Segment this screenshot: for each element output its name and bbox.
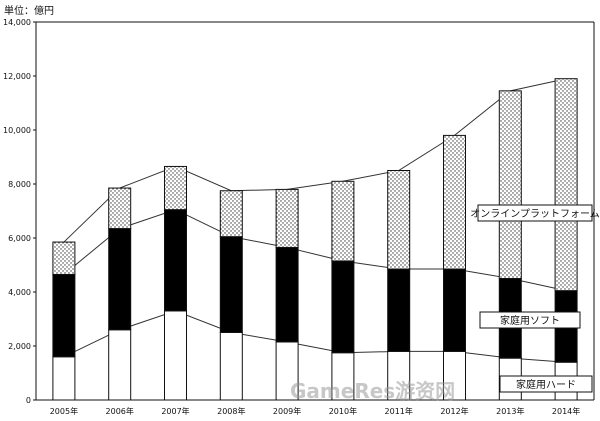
x-tick-label: 2007年	[161, 406, 189, 416]
bar-software	[52, 273, 76, 358]
watermark: GameRes游资网	[290, 379, 455, 403]
legend-label-bar-hardware: 家庭用ハード	[516, 378, 576, 391]
bar-software	[331, 260, 355, 354]
connector-bar-software	[63, 209, 567, 292]
unit-label: 単位：億円	[4, 6, 54, 17]
bar-hardware	[219, 332, 243, 401]
bar-online	[443, 134, 466, 270]
y-tick-label: 4,000	[8, 288, 31, 297]
legend-box-bar-software	[479, 311, 581, 329]
y-tick-label: 6,000	[8, 234, 31, 243]
x-tick-label: 2010年	[329, 406, 357, 416]
x-tick-label: 2008年	[217, 406, 245, 416]
x-tick-label: 2012年	[440, 406, 468, 416]
connector-lines	[63, 78, 567, 363]
bar-software	[164, 209, 187, 312]
x-tick-label: 2005年	[50, 406, 78, 416]
bar-hardware	[108, 329, 132, 401]
bar-software	[275, 246, 299, 343]
legend-label-bar-online: オンラインプラットフォーム	[470, 208, 599, 220]
bar-online	[554, 78, 578, 292]
bar-online	[164, 165, 187, 211]
bar-online	[275, 188, 299, 248]
bar-online	[331, 180, 355, 262]
x-tick-label: 2013年	[496, 406, 524, 416]
y-tick-label: 12,000	[3, 72, 31, 81]
legend-box-bar-hardware	[499, 375, 593, 393]
legend-box-bar-online	[477, 204, 593, 222]
y-tick-label: 0	[26, 396, 31, 405]
bar-software	[219, 236, 243, 333]
y-tick-label: 8,000	[8, 180, 31, 189]
tick-labels: 0 2,000 4,000 6,000 8,000 10,000 12,000 14,000 2…	[3, 18, 580, 416]
bar-hardware	[164, 310, 187, 401]
bar-online	[498, 90, 522, 279]
x-tick-label: 2014年	[552, 406, 580, 416]
bar-software	[108, 228, 132, 331]
bar-online	[108, 187, 132, 230]
y-tick-label: 2,000	[8, 342, 31, 351]
bars	[52, 78, 578, 401]
y-tick-label: 14,000	[3, 18, 31, 27]
x-tick-label: 2009年	[273, 406, 301, 416]
bar-software	[443, 268, 466, 352]
connector-bar-online	[63, 78, 567, 243]
bar-software	[387, 268, 411, 352]
bar-online	[52, 241, 76, 275]
legend-label-bar-software: 家庭用ソフト	[500, 314, 560, 327]
connector-bar-hardware	[63, 310, 567, 363]
legend: 家庭用ハード 家庭用ソフト オンラインプラットフォーム	[470, 204, 600, 393]
bar-hardware	[52, 356, 76, 401]
bar-online	[387, 170, 411, 270]
x-tick-label: 2006年	[106, 406, 134, 416]
bar-online	[219, 190, 243, 238]
y-tick-label: 10,000	[3, 126, 31, 135]
x-tick-label: 2011年	[385, 406, 413, 416]
